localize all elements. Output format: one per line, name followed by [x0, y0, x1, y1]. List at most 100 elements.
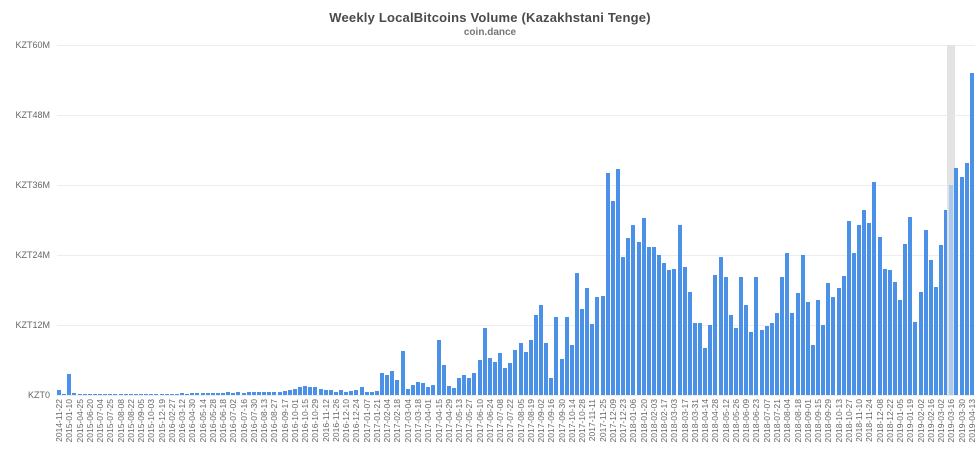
volume-bar[interactable] [395, 379, 400, 395]
volume-bar[interactable] [549, 378, 554, 395]
volume-bar[interactable] [523, 351, 528, 395]
volume-bar[interactable] [385, 375, 390, 395]
volume-bar[interactable] [713, 274, 718, 395]
volume-bar[interactable] [436, 340, 441, 395]
volume-bar[interactable] [77, 394, 82, 395]
volume-bar[interactable] [492, 361, 497, 395]
volume-bar[interactable] [821, 325, 826, 395]
volume-bar[interactable] [718, 256, 723, 395]
volume-bar[interactable] [133, 394, 138, 395]
volume-bar[interactable] [933, 287, 938, 395]
volume-bar[interactable] [364, 391, 369, 395]
volume-bar[interactable] [626, 238, 631, 395]
volume-bar[interactable] [739, 277, 744, 395]
volume-bar[interactable] [72, 393, 77, 395]
volume-bar[interactable] [272, 391, 277, 395]
volume-bar[interactable] [846, 221, 851, 395]
volume-bar[interactable] [298, 387, 303, 395]
volume-bar[interactable] [477, 360, 482, 395]
volume-bar[interactable] [785, 253, 790, 395]
volume-bar[interactable] [210, 393, 215, 395]
volume-bar[interactable] [610, 200, 615, 395]
volume-bar[interactable] [590, 324, 595, 395]
volume-bar[interactable] [903, 243, 908, 395]
volume-bar[interactable] [277, 391, 282, 395]
volume-bar[interactable] [328, 389, 333, 395]
volume-bar[interactable] [205, 392, 210, 395]
volume-bar[interactable] [103, 394, 108, 395]
volume-bar[interactable] [251, 392, 256, 395]
volume-bar[interactable] [451, 388, 456, 395]
volume-bar[interactable] [636, 242, 641, 395]
volume-bar[interactable] [708, 325, 713, 395]
volume-bar[interactable] [195, 392, 200, 395]
volume-bar[interactable] [390, 370, 395, 395]
volume-bar[interactable] [574, 273, 579, 395]
volume-bar[interactable] [431, 385, 436, 395]
volume-bar[interactable] [826, 283, 831, 395]
volume-bar[interactable] [600, 296, 605, 395]
volume-bar[interactable] [939, 245, 944, 395]
volume-bar[interactable] [323, 390, 328, 395]
volume-bar[interactable] [405, 389, 410, 395]
volume-bar[interactable] [816, 299, 821, 395]
volume-bar[interactable] [954, 168, 959, 395]
volume-bar[interactable] [369, 391, 374, 395]
volume-bar[interactable] [769, 323, 774, 395]
volume-bar[interactable] [421, 382, 426, 395]
volume-bar[interactable] [964, 162, 969, 395]
volume-bar[interactable] [467, 378, 472, 395]
volume-bar[interactable] [200, 393, 205, 395]
volume-bar[interactable] [426, 386, 431, 395]
volume-bar[interactable] [185, 393, 190, 395]
volume-bar[interactable] [262, 391, 267, 395]
volume-bar[interactable] [944, 210, 949, 395]
volume-bar[interactable] [923, 229, 928, 395]
volume-bar[interactable] [221, 392, 226, 395]
volume-bar[interactable] [651, 247, 656, 395]
volume-bar[interactable] [672, 269, 677, 395]
volume-bar[interactable] [795, 292, 800, 395]
volume-bar[interactable] [62, 394, 67, 395]
volume-bar[interactable] [349, 390, 354, 395]
volume-bar[interactable] [657, 255, 662, 395]
volume-bar[interactable] [728, 315, 733, 395]
volume-bar[interactable] [913, 322, 918, 395]
volume-bar[interactable] [877, 236, 882, 395]
volume-bar[interactable] [462, 375, 467, 395]
volume-bar[interactable] [569, 344, 574, 395]
volume-bar[interactable] [774, 313, 779, 395]
volume-bar[interactable] [87, 394, 92, 395]
volume-bar[interactable] [57, 390, 61, 395]
volume-bar[interactable] [908, 217, 913, 395]
volume-bar[interactable] [282, 390, 287, 395]
volume-bar[interactable] [687, 291, 692, 395]
volume-bar[interactable] [698, 322, 703, 395]
volume-bar[interactable] [585, 288, 590, 395]
volume-bar[interactable] [631, 225, 636, 395]
volume-bar[interactable] [236, 392, 241, 395]
volume-bar[interactable] [872, 182, 877, 395]
volume-bar[interactable] [882, 269, 887, 395]
volume-bar[interactable] [857, 225, 862, 395]
volume-bar[interactable] [892, 281, 897, 395]
volume-bar[interactable] [759, 330, 764, 395]
volume-bar[interactable] [744, 305, 749, 395]
volume-bar[interactable] [457, 378, 462, 395]
volume-bar[interactable] [918, 291, 923, 395]
volume-bar[interactable] [374, 390, 379, 395]
volume-bar[interactable] [616, 169, 620, 395]
volume-bar[interactable] [503, 367, 508, 395]
volume-bar[interactable] [621, 256, 626, 395]
volume-bar[interactable] [667, 270, 672, 395]
volume-bar[interactable] [641, 218, 646, 395]
volume-bar[interactable] [898, 299, 903, 395]
volume-bar[interactable] [415, 381, 420, 395]
volume-bar[interactable] [257, 392, 261, 395]
volume-bar[interactable] [487, 358, 492, 395]
volume-bar[interactable] [313, 386, 318, 395]
volume-bar[interactable] [333, 391, 338, 395]
volume-bar[interactable] [580, 309, 585, 395]
volume-bar[interactable] [67, 374, 72, 395]
volume-bar[interactable] [780, 277, 785, 395]
